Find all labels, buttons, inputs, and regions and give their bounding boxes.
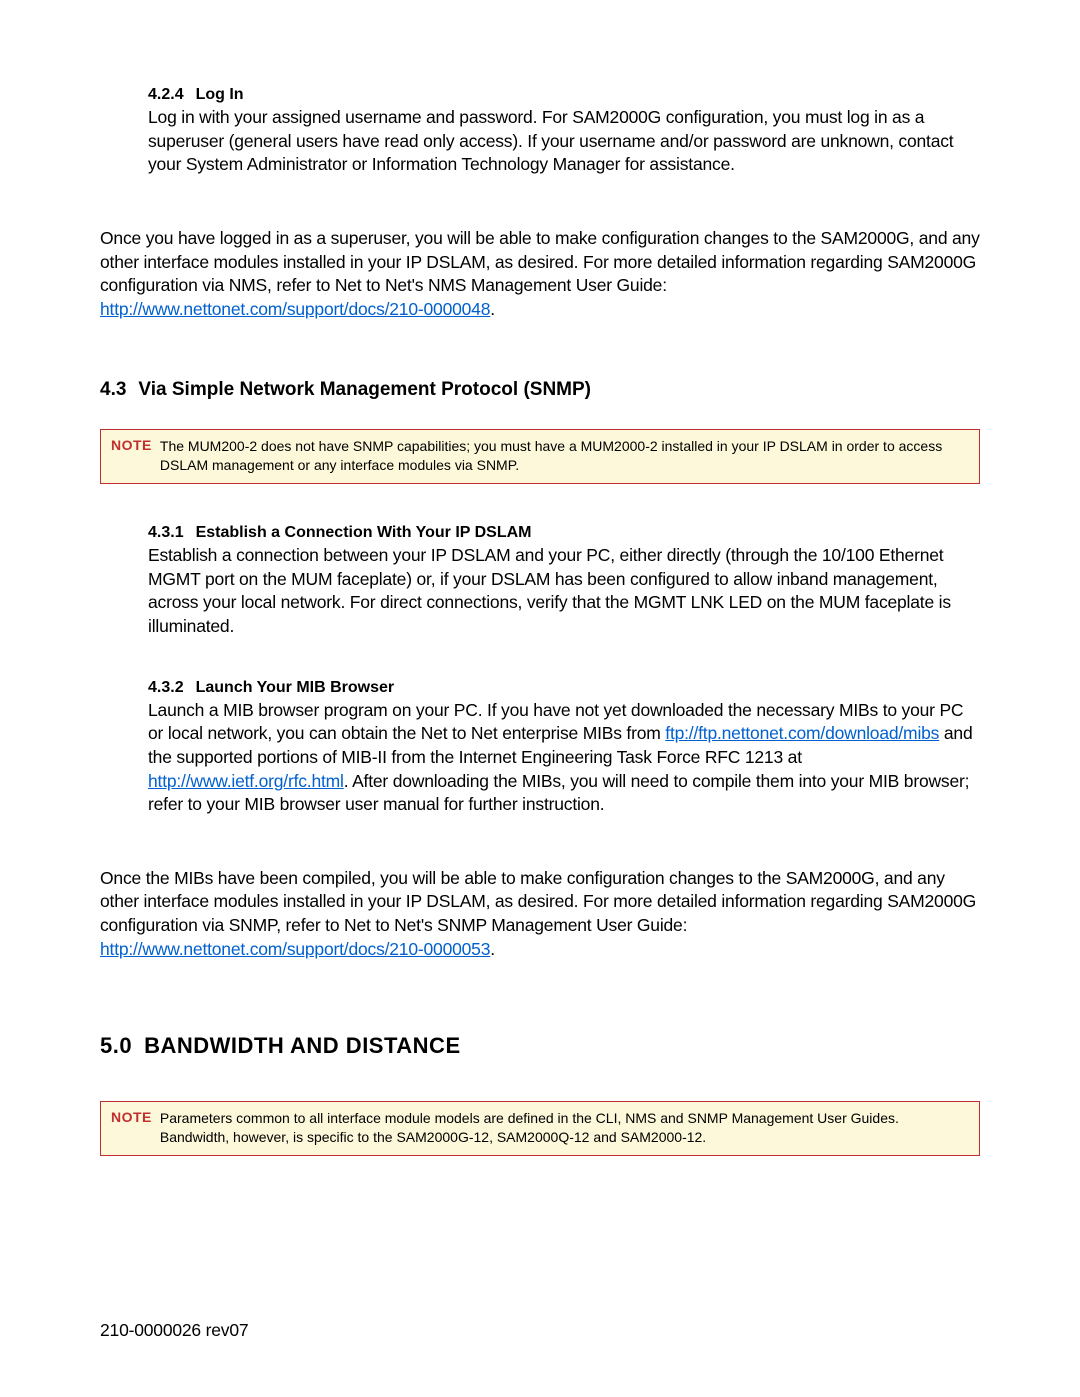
section-4-2-4: 4.2.4 Log In Log in with your assigned us… <box>148 86 980 177</box>
heading-title: BANDWIDTH AND DISTANCE <box>144 1033 461 1058</box>
heading-number: 4.3.2 <box>148 679 184 696</box>
text-post: . <box>490 939 495 959</box>
heading-title: Launch Your MIB Browser <box>196 679 395 696</box>
body-4-2-4: Log in with your assigned username and p… <box>148 106 980 177</box>
link-snmp-user-guide[interactable]: http://www.nettonet.com/support/docs/210… <box>100 939 490 959</box>
heading-4-3-1: 4.3.1 Establish a Connection With Your IP… <box>148 524 980 542</box>
heading-title: Via Simple Network Management Protocol (… <box>138 379 591 400</box>
body-4-3-2: Launch a MIB browser program on your PC.… <box>148 699 980 817</box>
text-pre: Once the MIBs have been compiled, you wi… <box>100 868 976 935</box>
heading-title: Establish a Connection With Your IP DSLA… <box>196 524 532 541</box>
paragraph-snmp-guide: Once the MIBs have been compiled, you wi… <box>100 867 980 962</box>
section-4-3-1: 4.3.1 Establish a Connection With Your IP… <box>148 524 980 639</box>
note-text: Parameters common to all interface modul… <box>160 1109 969 1147</box>
paragraph-nms-guide: Once you have logged in as a superuser, … <box>100 227 980 322</box>
text-pre: Once you have logged in as a superuser, … <box>100 228 980 295</box>
note-bandwidth-params: NOTE Parameters common to all interface … <box>100 1101 980 1156</box>
body-4-3-1: Establish a connection between your IP D… <box>148 544 980 639</box>
text-post: . <box>490 299 495 319</box>
link-ftp-mibs[interactable]: ftp://ftp.nettonet.com/download/mibs <box>665 723 939 743</box>
link-ietf-rfc[interactable]: http://www.ietf.org/rfc.html <box>148 771 344 791</box>
heading-number: 5.0 <box>100 1033 132 1058</box>
note-text: The MUM200-2 does not have SNMP capabili… <box>160 437 969 475</box>
note-label: NOTE <box>111 1109 152 1125</box>
heading-4-3: 4.3 Via Simple Network Management Protoco… <box>100 379 980 401</box>
note-snmp-capabilities: NOTE The MUM200-2 does not have SNMP cap… <box>100 429 980 484</box>
note-label: NOTE <box>111 437 152 453</box>
section-4-3-2: 4.3.2 Launch Your MIB Browser Launch a MI… <box>148 679 980 817</box>
link-nms-user-guide[interactable]: http://www.nettonet.com/support/docs/210… <box>100 299 490 319</box>
page-content: 4.2.4 Log In Log in with your assigned us… <box>100 86 980 1156</box>
page-footer: 210-0000026 rev07 <box>100 1320 248 1341</box>
heading-4-3-2: 4.3.2 Launch Your MIB Browser <box>148 679 980 697</box>
heading-number: 4.3.1 <box>148 524 184 541</box>
heading-number: 4.3 <box>100 379 126 400</box>
heading-title: Log In <box>196 86 244 103</box>
heading-5-0: 5.0 BANDWIDTH AND DISTANCE <box>100 1033 980 1059</box>
heading-4-2-4: 4.2.4 Log In <box>148 86 980 104</box>
heading-number: 4.2.4 <box>148 86 184 103</box>
